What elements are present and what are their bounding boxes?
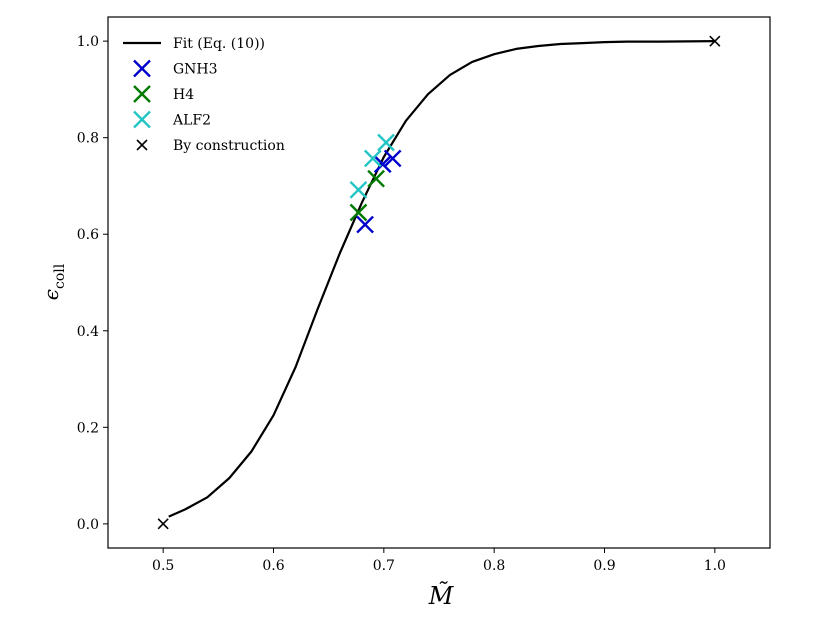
- x-tick-label: 0.7: [373, 558, 395, 574]
- fit-curve: [168, 40, 715, 518]
- legend-label: By construction: [173, 138, 285, 154]
- legend-marker: [133, 110, 151, 129]
- y-tick-label: 0.6: [77, 227, 99, 243]
- legend-label: ALF2: [172, 113, 211, 129]
- legend-item: ALF2: [133, 110, 211, 129]
- x-tick-label: 0.5: [152, 558, 174, 574]
- y-axis: 0.0 0.2 0.4 0.6 0.8 1.0: [77, 34, 108, 533]
- legend-item: H4: [133, 85, 194, 103]
- x-tick-label: 0.8: [483, 558, 505, 574]
- legend-label: Fit (Eq. (10)): [173, 36, 265, 52]
- point-by-construction: [709, 35, 721, 47]
- legend-label: H4: [173, 87, 194, 103]
- legend-label: GNH3: [173, 62, 218, 78]
- legend-marker: [133, 85, 151, 103]
- y-tick-label: 1.0: [77, 34, 99, 50]
- y-tick-label: 0.4: [77, 324, 99, 340]
- legend-item: GNH3: [133, 59, 218, 78]
- legend-item: Fit (Eq. (10)): [123, 36, 265, 52]
- point-by-construction: [157, 518, 169, 530]
- y-axis-label: ϵcoll: [39, 263, 68, 300]
- point-alf2: [349, 180, 368, 199]
- point-gnh3: [356, 215, 374, 234]
- x-tick-label: 1.0: [704, 558, 726, 574]
- y-tick-label: 0.0: [77, 517, 99, 533]
- legend-marker: [136, 139, 148, 151]
- x-tick-label: 0.6: [262, 558, 284, 574]
- legend: Fit (Eq. (10)) GNH3 H4 ALF2 By construction: [123, 36, 285, 154]
- legend-marker: [133, 59, 151, 78]
- y-tick-label: 0.2: [77, 420, 99, 436]
- point-alf2: [363, 149, 382, 168]
- point-h4: [349, 203, 368, 222]
- y-axis-label-symbol: ϵ: [39, 289, 63, 300]
- plot-frame: [107, 16, 771, 549]
- point-h4: [367, 169, 385, 188]
- y-tick-label: 0.8: [77, 131, 99, 147]
- x-axis-label: M̃: [428, 582, 455, 610]
- point-alf2: [377, 133, 395, 152]
- point-gnh3: [383, 149, 402, 168]
- y-axis-label-subscript: coll: [52, 263, 68, 289]
- legend-item: By construction: [136, 138, 285, 154]
- plot-area: [157, 35, 721, 530]
- x-tick-label: 0.9: [593, 558, 615, 574]
- point-gnh3: [373, 155, 392, 174]
- x-axis: 0.5 0.6 0.7 0.8 0.9 1.0: [152, 548, 726, 574]
